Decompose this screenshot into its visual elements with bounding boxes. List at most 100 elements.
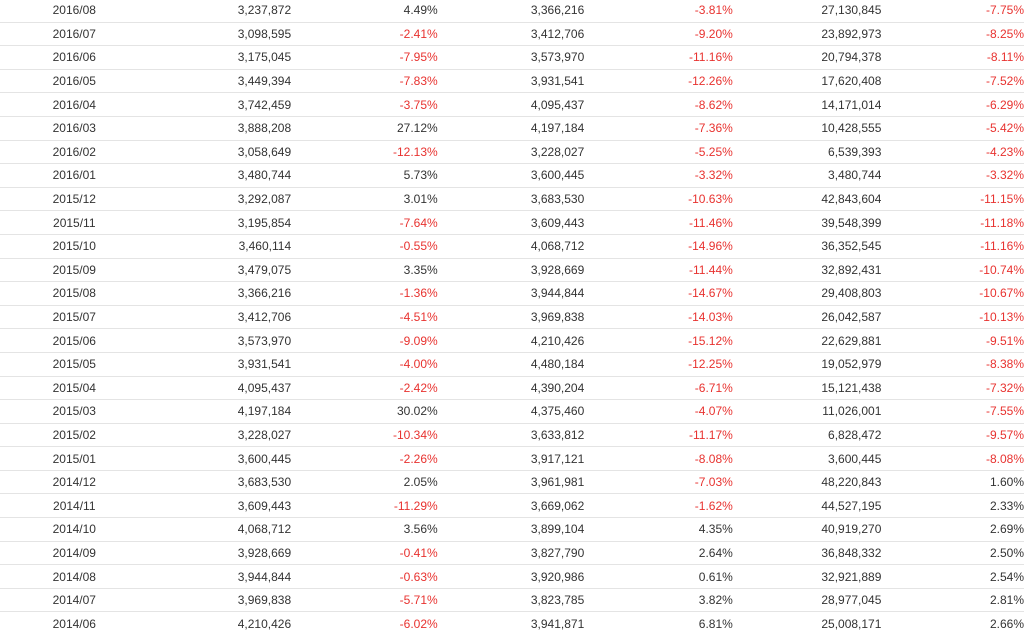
value-2-cell: 3,941,871 <box>437 611 585 631</box>
table-row: 2016/05 3,449,394 -7.83% 3,931,541 -12.26% 17… <box>0 69 1024 94</box>
value-3-cell: 17,620,408 <box>732 69 882 94</box>
value-2-cell: 4,375,460 <box>437 399 585 424</box>
table-row: 2014/06 4,210,426 -6.02% 3,941,871 6.81% 25,0… <box>0 611 1024 631</box>
change-1-cell: 30.02% <box>291 399 438 424</box>
table-row: 2015/09 3,479,075 3.35% 3,928,669 -11.44% 32,… <box>0 258 1024 283</box>
value-3-cell: 39,548,399 <box>732 210 882 235</box>
change-2-cell: -6.71% <box>584 376 733 401</box>
value-1-cell: 3,412,706 <box>148 305 292 330</box>
change-3-cell: -6.29% <box>881 92 1024 117</box>
change-2-cell: -12.25% <box>584 352 733 377</box>
value-1-cell: 3,928,669 <box>148 541 292 566</box>
change-1-cell: -1.36% <box>291 281 438 306</box>
date-cell: 2016/04 <box>0 92 149 117</box>
date-cell: 2015/04 <box>0 376 149 401</box>
change-2-cell: -5.25% <box>584 140 733 165</box>
value-2-cell: 3,928,669 <box>437 258 585 283</box>
change-1-cell: 5.73% <box>291 163 438 188</box>
change-2-cell: 4.35% <box>584 517 733 542</box>
change-3-cell: -5.42% <box>881 116 1024 141</box>
change-3-cell: -8.11% <box>881 45 1024 70</box>
value-3-cell: 25,008,171 <box>732 611 882 631</box>
change-1-cell: -0.63% <box>291 564 438 589</box>
value-3-cell: 40,919,270 <box>732 517 882 542</box>
change-1-cell: -2.26% <box>291 446 438 471</box>
change-1-cell: -0.55% <box>291 234 438 259</box>
table-row: 2016/04 3,742,459 -3.75% 4,095,437 -8.62% 14,… <box>0 92 1024 117</box>
change-3-cell: -11.16% <box>881 234 1024 259</box>
table-row: 2016/01 3,480,744 5.73% 3,600,445 -3.32% 3,48… <box>0 163 1024 188</box>
table-row: 2015/01 3,600,445 -2.26% 3,917,121 -8.08% 3,6… <box>0 446 1024 471</box>
table-row: 2016/07 3,098,595 -2.41% 3,412,706 -9.20% 23,… <box>0 22 1024 47</box>
value-1-cell: 3,292,087 <box>148 187 292 212</box>
value-1-cell: 3,098,595 <box>148 22 292 47</box>
table-row: 2015/10 3,460,114 -0.55% 4,068,712 -14.96% 36… <box>0 234 1024 259</box>
change-3-cell: -7.55% <box>881 399 1024 424</box>
change-3-cell: -7.75% <box>881 0 1024 23</box>
change-3-cell: 2.54% <box>881 564 1024 589</box>
change-2-cell: 0.61% <box>584 564 733 589</box>
change-3-cell: -10.13% <box>881 305 1024 330</box>
table-row: 2015/06 3,573,970 -9.09% 4,210,426 -15.12% 22… <box>0 328 1024 353</box>
date-cell: 2015/09 <box>0 258 149 283</box>
change-3-cell: -11.18% <box>881 210 1024 235</box>
value-1-cell: 3,742,459 <box>148 92 292 117</box>
value-2-cell: 3,917,121 <box>437 446 585 471</box>
change-2-cell: -11.44% <box>584 258 733 283</box>
change-1-cell: 4.49% <box>291 0 438 23</box>
date-cell: 2014/07 <box>0 588 149 613</box>
value-3-cell: 6,828,472 <box>732 423 882 448</box>
change-3-cell: 2.69% <box>881 517 1024 542</box>
change-3-cell: -9.57% <box>881 423 1024 448</box>
value-3-cell: 11,026,001 <box>732 399 882 424</box>
value-3-cell: 3,600,445 <box>732 446 882 471</box>
change-1-cell: 3.56% <box>291 517 438 542</box>
value-3-cell: 28,977,045 <box>732 588 882 613</box>
value-1-cell: 3,460,114 <box>148 234 292 259</box>
value-1-cell: 3,600,445 <box>148 446 292 471</box>
change-3-cell: 2.50% <box>881 541 1024 566</box>
value-2-cell: 4,095,437 <box>437 92 585 117</box>
value-2-cell: 4,197,184 <box>437 116 585 141</box>
value-2-cell: 3,931,541 <box>437 69 585 94</box>
date-cell: 2016/03 <box>0 116 149 141</box>
change-1-cell: -2.42% <box>291 376 438 401</box>
change-1-cell: -2.41% <box>291 22 438 47</box>
date-cell: 2015/08 <box>0 281 149 306</box>
change-2-cell: -11.46% <box>584 210 733 235</box>
value-2-cell: 3,944,844 <box>437 281 585 306</box>
change-1-cell: -12.13% <box>291 140 438 165</box>
value-2-cell: 4,210,426 <box>437 328 585 353</box>
change-2-cell: -9.20% <box>584 22 733 47</box>
change-1-cell: 2.05% <box>291 470 438 495</box>
change-1-cell: -10.34% <box>291 423 438 448</box>
date-cell: 2015/12 <box>0 187 149 212</box>
change-2-cell: -10.63% <box>584 187 733 212</box>
value-1-cell: 3,683,530 <box>148 470 292 495</box>
value-1-cell: 4,068,712 <box>148 517 292 542</box>
table-row: 2014/11 3,609,443 -11.29% 3,669,062 -1.62% 44… <box>0 493 1024 519</box>
change-2-cell: -11.17% <box>584 423 733 448</box>
value-1-cell: 3,449,394 <box>148 69 292 94</box>
value-3-cell: 23,892,973 <box>732 22 882 47</box>
change-2-cell: 2.64% <box>584 541 733 566</box>
table-row: 2015/07 3,412,706 -4.51% 3,969,838 -14.03% 26… <box>0 305 1024 330</box>
value-2-cell: 4,068,712 <box>437 234 585 259</box>
value-1-cell: 3,969,838 <box>148 588 292 613</box>
change-1-cell: -7.95% <box>291 45 438 70</box>
date-cell: 2016/01 <box>0 163 149 188</box>
change-2-cell: -7.36% <box>584 116 733 141</box>
value-2-cell: 3,827,790 <box>437 541 585 566</box>
change-1-cell: 3.35% <box>291 258 438 283</box>
change-2-cell: -14.03% <box>584 305 733 330</box>
date-cell: 2016/06 <box>0 45 149 70</box>
value-1-cell: 3,366,216 <box>148 281 292 306</box>
date-cell: 2014/12 <box>0 470 149 495</box>
value-1-cell: 3,609,443 <box>148 493 292 519</box>
change-3-cell: -11.15% <box>881 187 1024 212</box>
value-3-cell: 19,052,979 <box>732 352 882 377</box>
value-1-cell: 4,095,437 <box>148 376 292 401</box>
change-2-cell: -12.26% <box>584 69 733 94</box>
